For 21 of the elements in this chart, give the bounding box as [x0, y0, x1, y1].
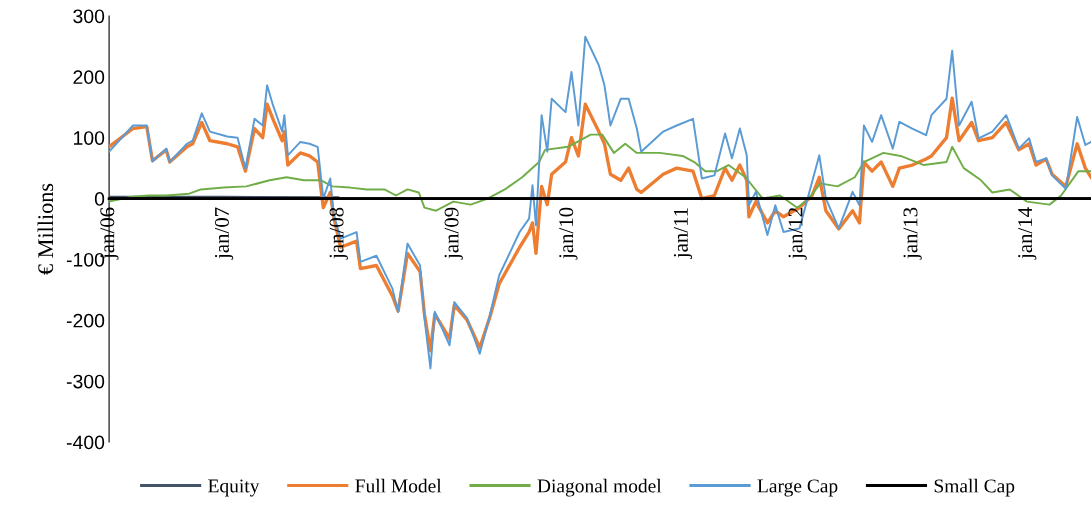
y-tick-label: 200	[73, 70, 105, 85]
y-tick-label: 300	[73, 9, 105, 24]
legend-label: Large Cap	[757, 479, 838, 497]
x-tick-label: jan/08	[329, 207, 348, 260]
legend-label: Full Model	[355, 478, 442, 493]
x-tick-label: jan/11	[673, 208, 693, 259]
x-tick-label: jan/10	[559, 207, 578, 260]
y-axis-title: € Millions	[37, 183, 54, 275]
x-tick-label: jan/12	[788, 208, 807, 260]
x-tick-label: jan/13	[903, 207, 922, 260]
x-tick-label: jan/07	[214, 207, 234, 260]
y-tick-label: 100	[73, 131, 105, 145]
y-tick-label: 0	[94, 192, 105, 206]
y-tick-label: -200	[66, 313, 105, 328]
y-tick-label: -400	[66, 435, 105, 450]
legend-label: Equity	[208, 479, 260, 497]
legend-label: Diagonal model	[537, 478, 662, 497]
legend-label: Small Cap	[934, 478, 1015, 497]
y-tick-label: -300	[66, 374, 105, 389]
x-tick-label: jan/09	[444, 207, 463, 260]
x-tick-label: jan/14	[1018, 207, 1037, 260]
